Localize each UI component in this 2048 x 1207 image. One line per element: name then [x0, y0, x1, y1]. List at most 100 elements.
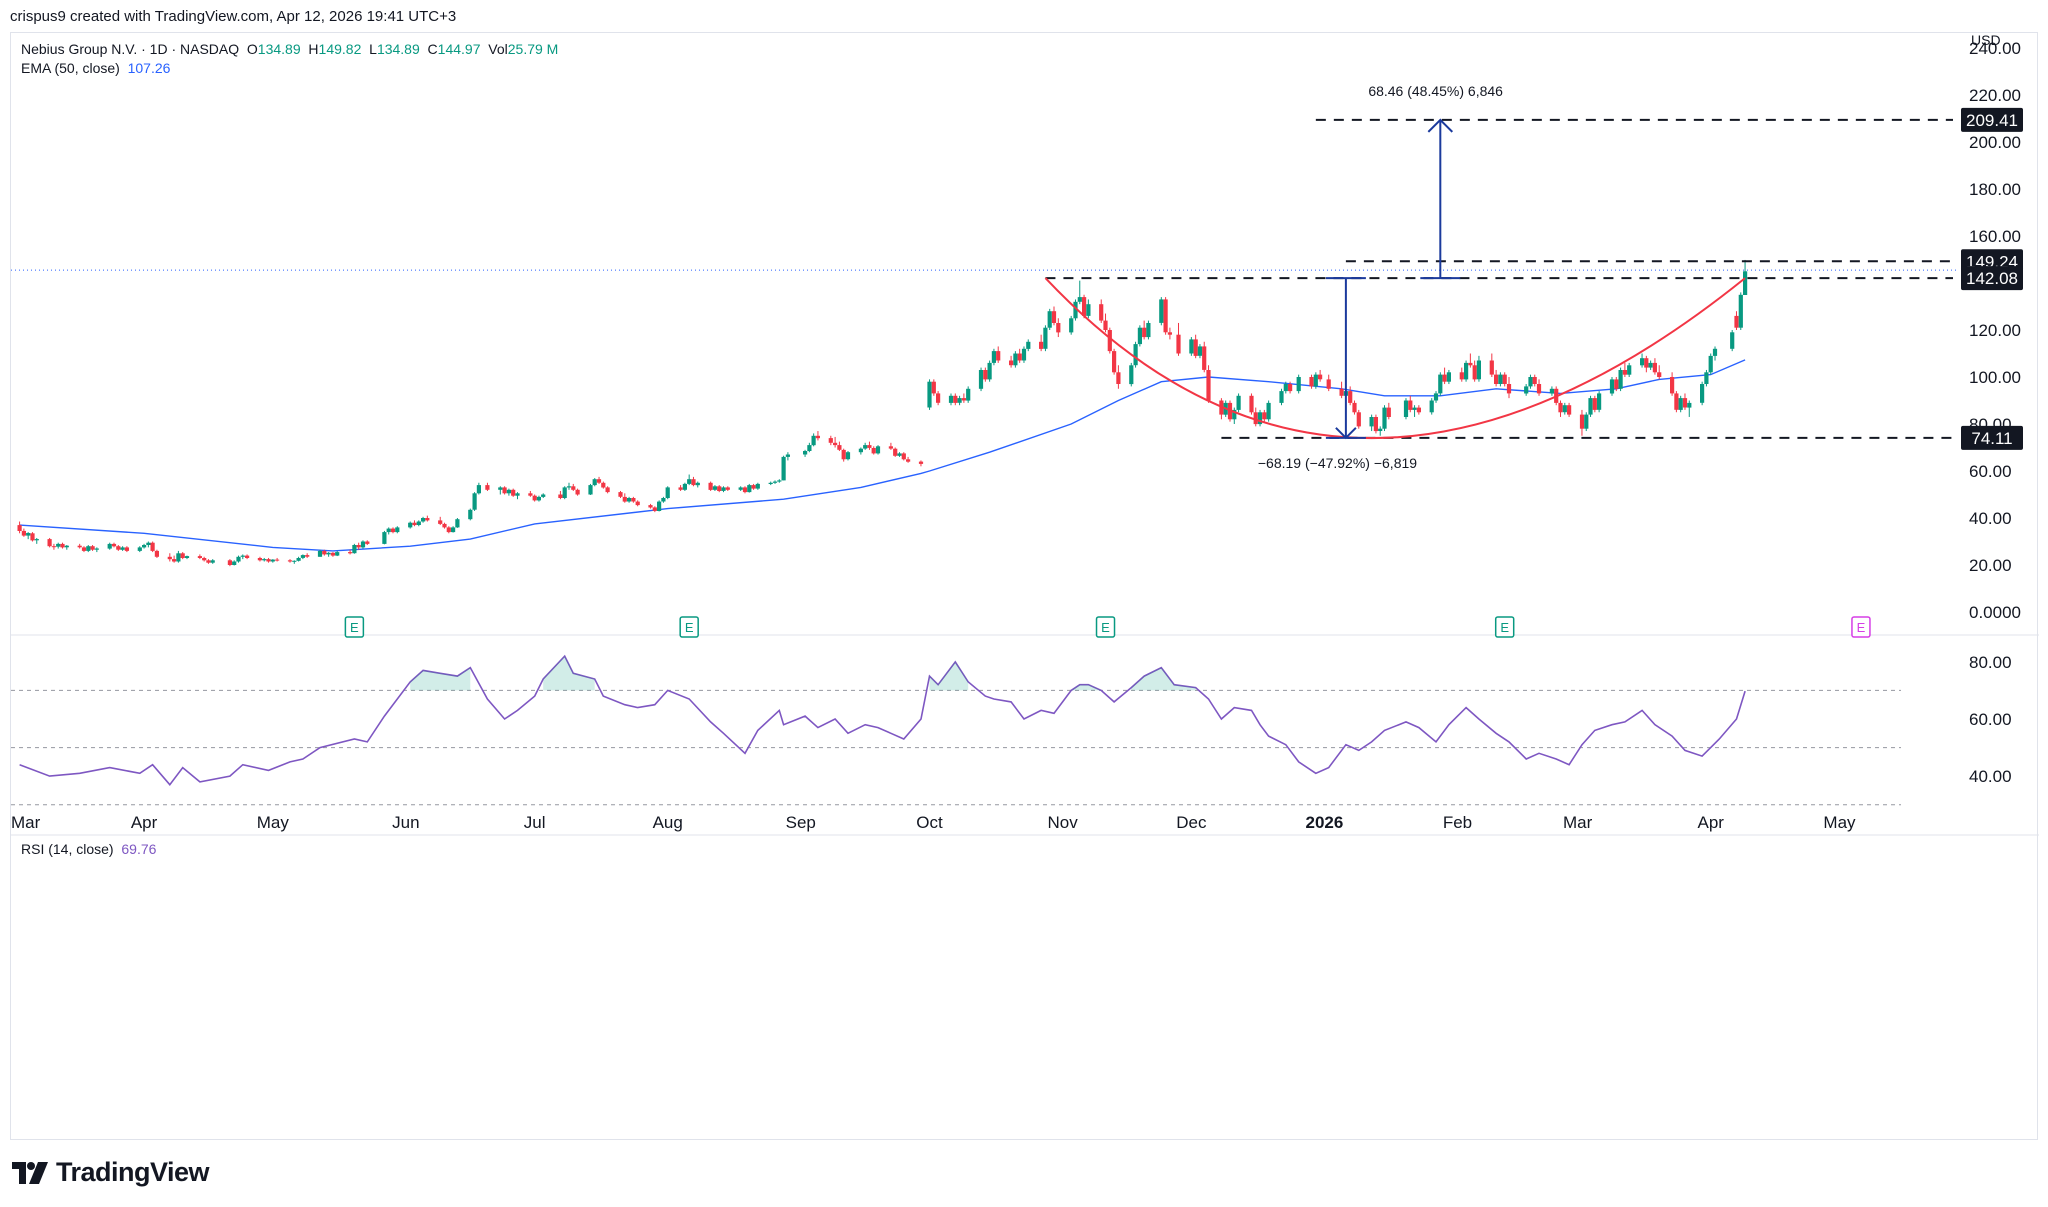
- candle-body: [1283, 384, 1288, 392]
- candle-body: [60, 543, 65, 548]
- candle-body: [837, 445, 842, 450]
- candle-body: [1163, 299, 1168, 333]
- low-label: L: [369, 41, 377, 57]
- candle-body: [1549, 388, 1554, 394]
- candle-body: [803, 451, 808, 455]
- time-tick-label: Dec: [1176, 813, 1207, 832]
- candle-body: [408, 522, 413, 528]
- candle-body: [1043, 327, 1048, 349]
- candle-body: [1047, 311, 1052, 328]
- volume-label: Vol: [488, 41, 508, 57]
- candle-body: [468, 509, 473, 520]
- candle-body: [863, 445, 868, 449]
- candle-body: [21, 530, 26, 536]
- candle-body: [1614, 379, 1619, 389]
- candle-body: [871, 448, 876, 454]
- time-tick-label: Mar: [1563, 813, 1593, 832]
- candle-body: [1524, 386, 1529, 394]
- candle-body: [1309, 377, 1314, 387]
- candle-body: [1682, 398, 1688, 408]
- candle-body: [335, 552, 340, 556]
- candle-body: [1009, 360, 1014, 366]
- candle-body: [275, 559, 280, 561]
- rsi-axis: 40.00 60.00 80.00: [1969, 653, 2012, 786]
- candle-body: [558, 494, 563, 498]
- candle-body: [652, 507, 657, 511]
- candle-body: [416, 521, 421, 525]
- candle-body: [1640, 358, 1645, 366]
- price-tick-label: 220.00: [1969, 86, 2021, 105]
- candle-body: [1236, 395, 1241, 410]
- candle-body: [425, 518, 430, 521]
- support-badge-text: 74.11: [1971, 429, 2012, 448]
- candle-body: [541, 494, 546, 497]
- candle-body: [472, 493, 477, 510]
- candle-body: [305, 555, 310, 557]
- candle-body: [596, 479, 602, 483]
- time-tick-label: Jul: [524, 813, 546, 832]
- candle-body: [292, 560, 297, 562]
- support-badge-bg: [1961, 425, 2023, 450]
- candle-body: [785, 454, 790, 457]
- chart-svg[interactable]: USD 0.0000 20.00 40.00 60.00 80.00 100.00 120.0…: [11, 33, 2039, 1141]
- time-tick-label: May: [1823, 813, 1856, 832]
- candle-body: [446, 527, 451, 533]
- rsi-tick-label: 80.00: [1969, 653, 2012, 672]
- candle-body: [77, 545, 82, 548]
- rsi-tick-label: 60.00: [1969, 710, 2012, 729]
- earnings-marker-box: [1095, 616, 1116, 638]
- rsi-bands: [11, 689, 1901, 806]
- candle-body: [1472, 365, 1477, 380]
- candle-body: [210, 560, 215, 563]
- time-tick-label: Aug: [653, 813, 683, 832]
- candle-body: [562, 487, 567, 498]
- candle-body: [777, 480, 782, 482]
- candle-body: [1743, 271, 1748, 295]
- candle-body: [1026, 341, 1031, 349]
- rsi-overbought-area: [1071, 684, 1102, 691]
- candle-body: [961, 398, 966, 401]
- candle-body: [953, 395, 958, 403]
- candle-body: [270, 559, 275, 562]
- candle-body: [901, 453, 906, 460]
- candle-body: [1352, 402, 1357, 413]
- candle-body: [592, 479, 597, 486]
- candle-body: [395, 527, 400, 533]
- price-legend: Nebius Group N.V. · 1D · NASDAQ O134.89 …: [21, 41, 558, 57]
- rsi-overbought-area: [929, 661, 969, 691]
- candle-body: [287, 560, 293, 562]
- price-tick-label: 100.00: [1969, 368, 2021, 387]
- candle-body: [120, 547, 125, 550]
- candle-body: [356, 545, 361, 548]
- chart-frame[interactable]: USD 0.0000 20.00 40.00 60.00 80.00 100.00 120.0…: [10, 32, 2039, 1141]
- candle-body: [738, 487, 743, 490]
- time-tick-label: Sep: [786, 813, 816, 832]
- candle-body: [326, 552, 331, 555]
- candle-body: [1378, 428, 1383, 431]
- candle-body: [1618, 370, 1623, 389]
- price-axis: 0.000020.0040.0060.0080.00100.00120.0014…: [1969, 39, 2021, 622]
- candle-body: [232, 561, 237, 565]
- rsi-line: [19, 654, 1746, 786]
- time-tick-label: May: [257, 813, 290, 832]
- candle-body: [1429, 400, 1434, 413]
- candle-body: [1700, 384, 1705, 403]
- candle-body: [1652, 362, 1657, 373]
- candle-body: [1532, 377, 1537, 384]
- candle-body: [858, 448, 863, 453]
- measure-up-arrowhead: [1427, 118, 1454, 133]
- candle-body: [421, 518, 426, 522]
- candle-body: [678, 487, 683, 490]
- candle-body: [751, 485, 756, 489]
- candle-body: [893, 448, 898, 456]
- candle-body: [828, 438, 833, 443]
- candle-body: [1494, 374, 1499, 384]
- candle-body: [918, 461, 924, 464]
- time-tick-label: 2026: [1306, 813, 1344, 832]
- candle-body: [1253, 412, 1258, 425]
- candle-body: [755, 483, 760, 489]
- candle-body: [1103, 320, 1108, 330]
- candle-body: [588, 485, 593, 495]
- candle-body: [1730, 332, 1735, 349]
- candle-body: [1077, 297, 1082, 302]
